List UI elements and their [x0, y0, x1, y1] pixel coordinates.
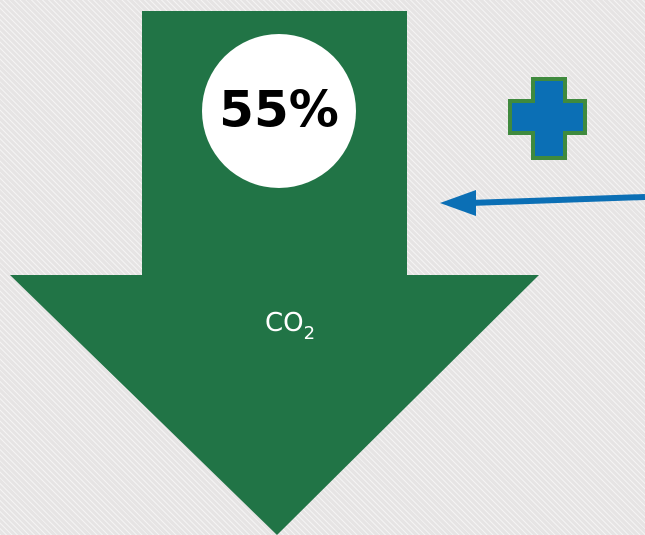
- percentage-circle: [202, 34, 356, 188]
- down-arrow-shape: [10, 11, 539, 535]
- co2-label-main: CO: [265, 308, 304, 338]
- plus-icon: [508, 77, 587, 160]
- percentage-value: 55%: [219, 81, 339, 139]
- left-arrow-icon: [440, 190, 645, 216]
- co2-label-subscript: 2: [304, 323, 315, 344]
- co2-label: CO2: [265, 308, 315, 344]
